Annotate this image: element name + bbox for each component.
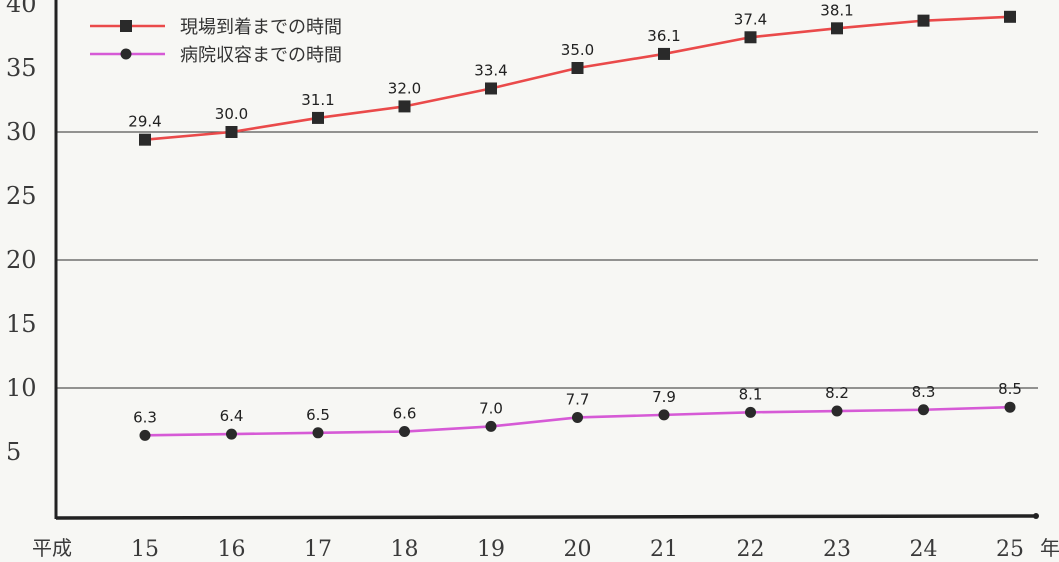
y-tick-label: 10 [6,374,37,402]
x-tick-label: 22 [737,537,765,562]
data-label: 8.2 [825,384,849,402]
data-point [398,100,411,113]
data-point [312,111,324,124]
data-point [831,405,843,417]
data-label: 8.3 [912,383,936,401]
y-tick-labels: 5 10 15 20 25 30 35 40 [6,0,37,466]
grid-lines [56,131,1038,389]
x-tick-label: 17 [304,537,332,562]
data-point [1004,10,1016,23]
data-point [139,429,151,441]
y-tick-label: 25 [6,182,37,210]
data-point [831,22,843,35]
x-tick-label: 25 [996,537,1024,562]
data-label: 8.5 [998,380,1022,398]
data-label: 7.0 [479,399,503,417]
x-tick-label: 20 [564,537,592,562]
data-label: 7.7 [566,390,590,408]
x-tick-label: 24 [910,537,938,562]
legend-marker-circle [120,48,132,60]
y-tick-label: 20 [6,246,37,274]
data-point [745,406,756,418]
data-point [917,14,930,27]
series-layer: 29.4 30.031.132.033.435.036.137.4 38.16.3 6… [128,1,1022,441]
data-label: 7.9 [652,388,676,406]
data-point [225,126,238,138]
x-tick-label: 16 [218,537,246,562]
data-label: 6.4 [220,407,244,425]
data-point [399,426,410,438]
x-tick-label: 18 [391,537,419,562]
data-label: 6.6 [393,405,417,423]
legend-label-1: 現場到着までの時間 [180,17,342,38]
x-tick-label: 15 [131,537,159,562]
y-tick-label: 15 [6,310,37,338]
data-point [744,31,757,44]
data-label: 6.3 [133,408,157,426]
data-point [658,47,670,60]
data-point [571,62,584,74]
x-axis-line [55,514,1037,520]
series-1: 29.4 30.0 31.1 32.0 33.4 35.0 36.1 37.4 38.1 [128,1,1016,146]
data-label: 33.4 [474,61,507,79]
y-tick-label: 40 [6,0,37,18]
data-point [485,420,497,432]
data-label: 35.0 [561,41,594,59]
series-2: 6.3 6.4 6.5 6.6 7.0 7.7 7.9 8.1 8.2 8.3 8.5 [133,380,1022,441]
data-label: 30.0 [215,105,248,123]
data-label: 8.1 [739,385,763,403]
data-label: 31.1 [301,91,334,109]
x-tick-labels: 平成 15 16 17 18 19 20 21 22 23 24 25 年 [32,536,1059,562]
y-tick-label: 30 [6,118,37,146]
y-tick-label: 35 [6,54,37,82]
data-point [226,428,237,440]
data-label: 37.4 [734,10,767,28]
data-label: 6.5 [306,406,330,424]
x-tick-label: 19 [477,537,505,562]
data-point [139,133,151,146]
data-point [485,82,497,95]
data-label: 38.1 [820,1,853,19]
data-label: 29.4 [128,113,161,131]
y-tick-label: 5 [6,438,21,466]
data-point [658,409,670,421]
data-label: 36.1 [647,27,680,45]
x-tick-label: 23 [823,537,851,562]
data-point [1004,401,1016,413]
data-label: 32.0 [388,79,421,97]
x-axis-era-label: 平成 [32,536,72,560]
data-point [572,411,583,423]
x-tick-label: 21 [650,537,678,562]
axes [54,0,1039,520]
legend-marker-square [120,20,132,32]
x-axis-unit-label: 年 [1040,536,1059,560]
data-point [312,427,324,439]
data-point [918,404,929,416]
x-axis-end-dot [1033,513,1039,519]
legend-label-2: 病院収容までの時間 [180,45,342,66]
